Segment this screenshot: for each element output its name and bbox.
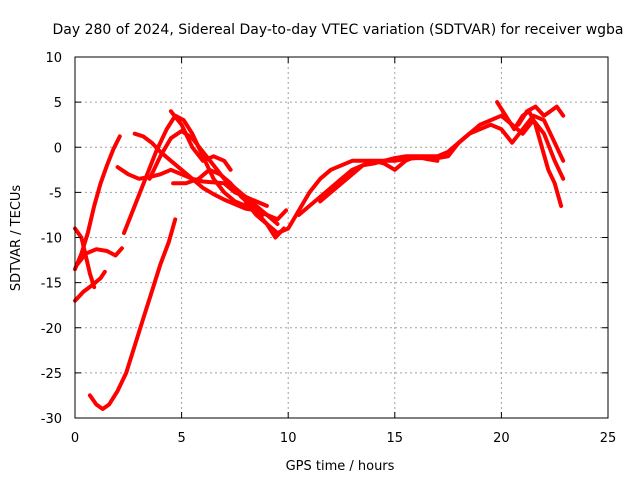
series-line-track-i: [147, 129, 280, 226]
x-axis-label: GPS time / hours: [286, 459, 395, 474]
data-series: [73, 100, 566, 411]
series-line-track-p: [516, 104, 566, 127]
y-tick-label: -5: [49, 186, 62, 201]
y-tick-label: -15: [41, 277, 62, 292]
x-tick-label: 25: [600, 431, 617, 446]
y-tick-label: 10: [45, 51, 62, 66]
axis-ticks: 0 5 10 15 20 25 -30 -25 -20 -15 -10 -5 0 5 10: [41, 51, 617, 446]
y-tick-label: 0: [54, 141, 62, 156]
gridlines: [75, 57, 608, 418]
y-axis-label: SDTVAR / TECUs: [9, 185, 24, 292]
y-tick-label: -25: [41, 367, 62, 382]
series-line-track-j: [168, 109, 233, 172]
series-line-track-c: [75, 246, 124, 267]
chart-title: Day 280 of 2024, Sidereal Day-to-day VTE…: [52, 22, 623, 38]
series-line-track-l: [243, 113, 566, 235]
x-tick-label: 15: [387, 431, 404, 446]
x-tick-label: 5: [177, 431, 185, 446]
series-line-track-o: [495, 100, 564, 208]
y-tick-label: 5: [54, 96, 62, 111]
series-line-track-e: [87, 217, 178, 411]
series-line-track-n: [318, 154, 440, 204]
x-tick-label: 10: [280, 431, 297, 446]
series-line-track-d: [73, 269, 107, 303]
x-tick-label: 20: [493, 431, 510, 446]
y-tick-label: -10: [41, 232, 62, 247]
y-tick-label: -20: [41, 322, 62, 337]
x-tick-label: 0: [71, 431, 79, 446]
y-tick-label: -30: [41, 412, 62, 427]
